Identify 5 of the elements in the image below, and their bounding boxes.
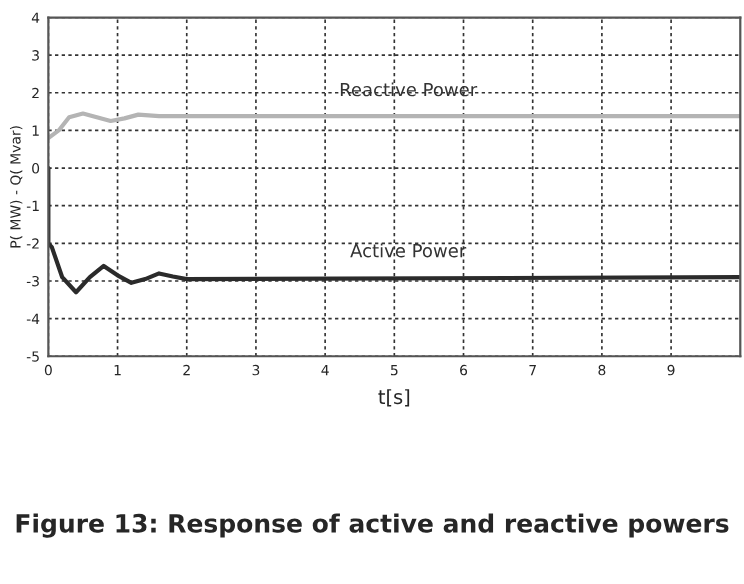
series-label: Active Power bbox=[350, 243, 467, 258]
x-axis-title: t[s] bbox=[378, 389, 410, 407]
line-series bbox=[48, 111, 741, 141]
caption: Figure 13: Response of active and reactive powers bbox=[16, 513, 729, 538]
series-label: Reactive Power bbox=[340, 82, 478, 97]
